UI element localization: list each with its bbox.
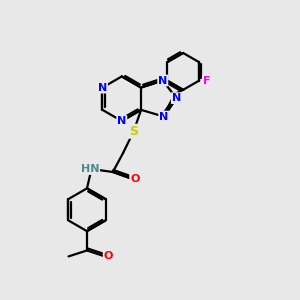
Text: F: F: [203, 76, 210, 85]
Text: N: N: [172, 93, 181, 103]
Text: N: N: [159, 112, 169, 122]
Text: N: N: [98, 82, 107, 93]
Text: S: S: [129, 125, 138, 138]
Text: N: N: [117, 116, 126, 126]
Text: O: O: [130, 173, 140, 184]
Text: N: N: [158, 76, 167, 85]
Text: HN: HN: [81, 164, 99, 174]
Text: O: O: [104, 251, 113, 261]
